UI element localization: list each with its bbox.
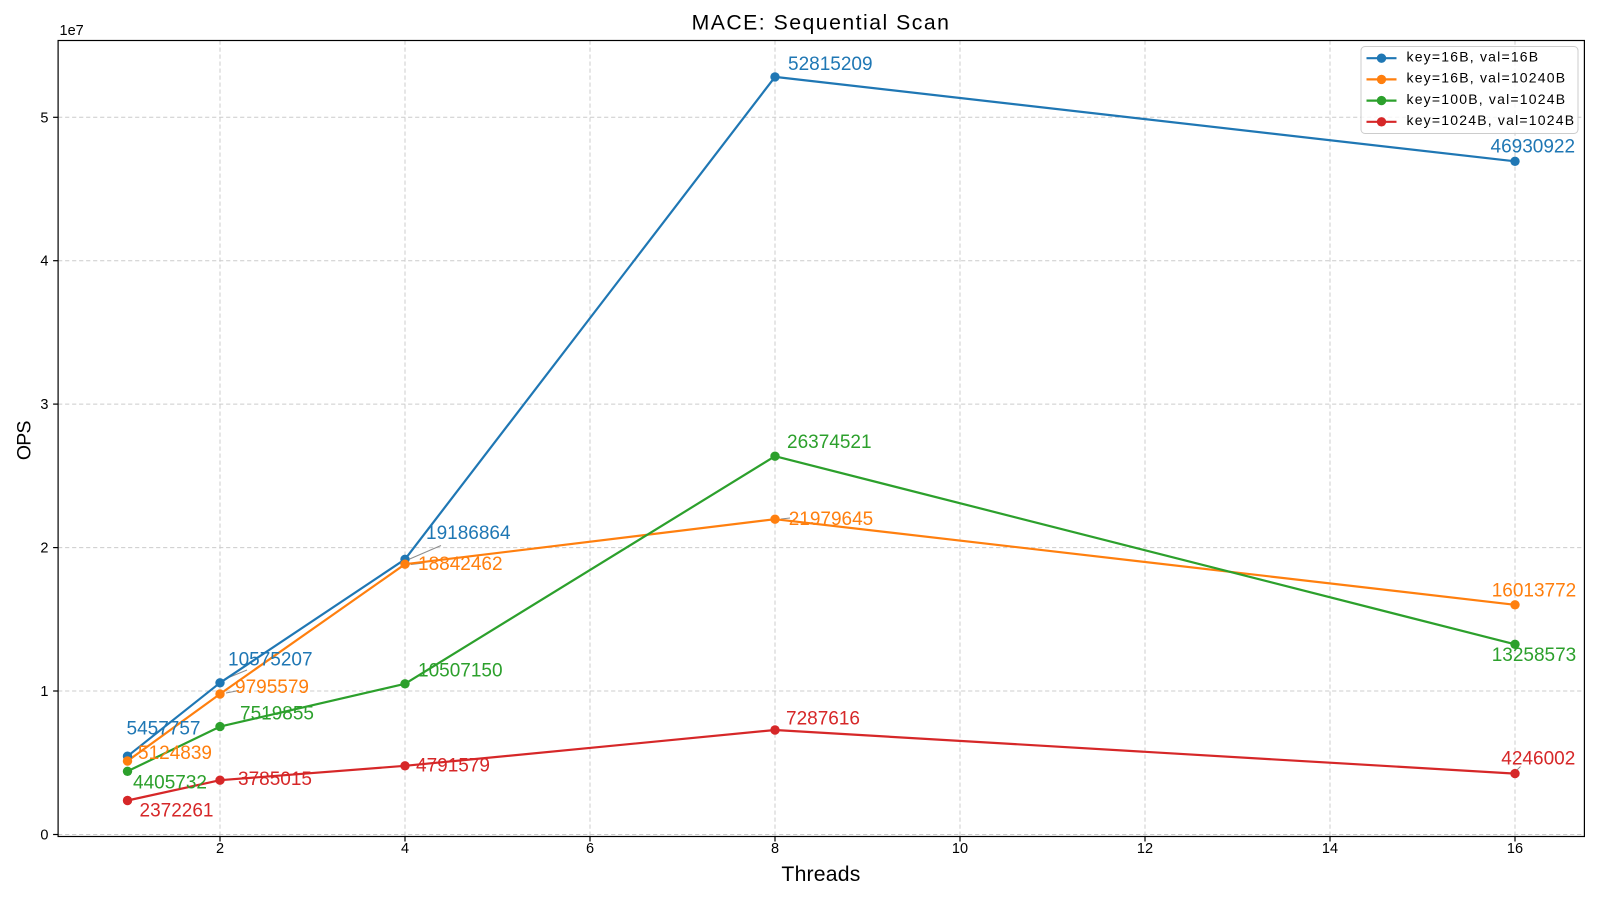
svg-text:key=16B, val=10240B: key=16B, val=10240B (1407, 70, 1567, 86)
svg-text:7519855: 7519855 (240, 704, 314, 725)
svg-text:5: 5 (40, 110, 48, 126)
svg-text:3785015: 3785015 (238, 769, 312, 790)
svg-text:14: 14 (1322, 841, 1338, 857)
svg-text:key=1024B, val=1024B: key=1024B, val=1024B (1407, 112, 1576, 128)
svg-text:16013772: 16013772 (1492, 580, 1577, 601)
svg-text:4: 4 (401, 841, 409, 857)
svg-text:2: 2 (40, 541, 48, 557)
svg-text:46930922: 46930922 (1491, 137, 1576, 158)
svg-text:0: 0 (40, 828, 48, 844)
svg-text:4246002: 4246002 (1501, 748, 1575, 769)
svg-text:18842462: 18842462 (418, 554, 503, 575)
svg-text:26374521: 26374521 (787, 432, 872, 453)
svg-text:5457757: 5457757 (127, 719, 201, 740)
svg-text:1: 1 (40, 684, 48, 700)
svg-text:19186864: 19186864 (426, 523, 511, 544)
svg-text:10507150: 10507150 (418, 660, 503, 681)
svg-text:52815209: 52815209 (788, 54, 873, 75)
svg-text:16: 16 (1507, 841, 1523, 857)
svg-text:12: 12 (1137, 841, 1153, 857)
svg-text:8: 8 (771, 841, 779, 857)
svg-text:9795579: 9795579 (235, 677, 309, 698)
svg-text:key=16B, val=16B: key=16B, val=16B (1407, 49, 1540, 65)
svg-text:10575207: 10575207 (228, 650, 313, 671)
svg-text:13258573: 13258573 (1492, 645, 1577, 666)
svg-text:2372261: 2372261 (140, 801, 214, 822)
svg-text:5124839: 5124839 (138, 743, 212, 764)
svg-text:1e7: 1e7 (60, 23, 84, 39)
svg-text:4405732: 4405732 (133, 773, 207, 794)
svg-text:Threads: Threads (781, 863, 860, 886)
svg-text:4791579: 4791579 (416, 755, 490, 776)
svg-text:7287616: 7287616 (786, 709, 860, 730)
svg-text:OPS: OPS (14, 421, 36, 461)
svg-text:key=100B, val=1024B: key=100B, val=1024B (1407, 91, 1567, 107)
svg-text:10: 10 (952, 841, 968, 857)
svg-text:3: 3 (40, 397, 48, 413)
svg-text:4: 4 (40, 254, 48, 270)
svg-text:6: 6 (586, 841, 594, 857)
svg-text:21979645: 21979645 (789, 509, 874, 530)
svg-text:2: 2 (216, 841, 224, 857)
svg-text:MACE: Sequential Scan: MACE: Sequential Scan (692, 11, 951, 34)
